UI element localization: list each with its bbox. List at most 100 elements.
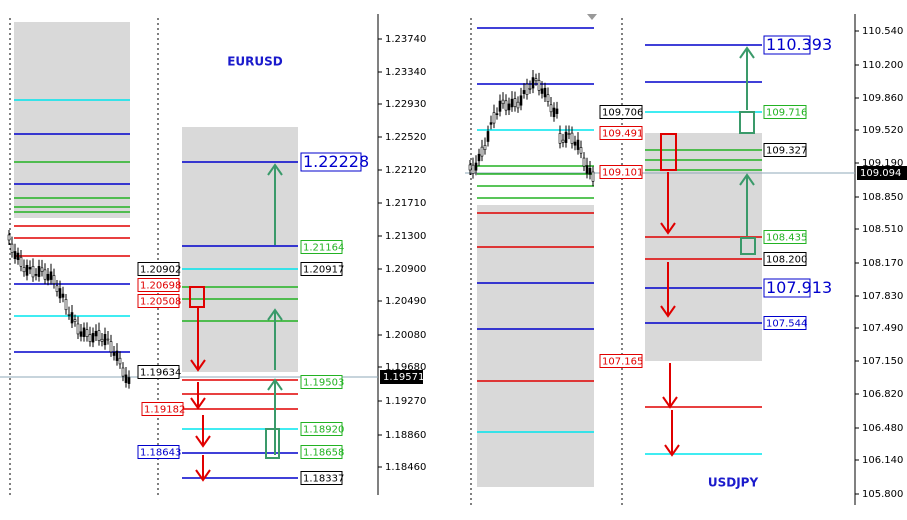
tick-label: 1.21710 bbox=[385, 198, 426, 209]
candle-body bbox=[540, 88, 544, 94]
tick-label: 106.480 bbox=[862, 423, 903, 434]
level-label: 1.19503 bbox=[303, 378, 344, 389]
separators bbox=[9, 18, 623, 505]
candle-body bbox=[94, 330, 98, 337]
candle-body bbox=[91, 333, 95, 343]
level-label-box bbox=[137, 278, 180, 292]
candle-body bbox=[64, 299, 68, 311]
candle-body bbox=[483, 145, 487, 150]
level-label: 110.393 bbox=[766, 35, 832, 54]
arrow bbox=[267, 163, 283, 245]
candle-body bbox=[501, 99, 505, 105]
level-label: 108.200 bbox=[766, 255, 807, 266]
level-label: 107.913 bbox=[766, 278, 832, 297]
level-label-box bbox=[763, 143, 807, 157]
candle-body bbox=[534, 78, 538, 82]
tick-label: 108.510 bbox=[862, 224, 903, 235]
level-label-box bbox=[137, 445, 180, 459]
arrow bbox=[664, 410, 680, 457]
candle-body bbox=[67, 314, 71, 316]
candle-body bbox=[100, 338, 104, 342]
tick-label: 109.190 bbox=[862, 158, 903, 169]
candle-body bbox=[88, 334, 92, 342]
tick-label: 1.22930 bbox=[385, 99, 426, 110]
tick-label: 1.23740 bbox=[385, 34, 426, 45]
candle-body bbox=[40, 267, 44, 272]
tick-label: 109.520 bbox=[862, 125, 903, 136]
entry-box bbox=[740, 237, 756, 255]
level-label: 107.165 bbox=[602, 357, 643, 368]
arrow bbox=[660, 262, 676, 318]
candle-body bbox=[58, 288, 62, 299]
candle-body bbox=[16, 252, 20, 261]
candle-body bbox=[495, 113, 499, 115]
arrow bbox=[739, 173, 755, 236]
tick-label: 110.200 bbox=[862, 60, 903, 71]
tick-label: 107.830 bbox=[862, 291, 903, 302]
level-label-box bbox=[763, 278, 811, 298]
level-label: 1.19182 bbox=[144, 405, 185, 416]
level-label-box bbox=[599, 354, 643, 368]
candle-body bbox=[112, 352, 116, 356]
candle-body bbox=[25, 264, 29, 276]
candle-body bbox=[519, 95, 523, 106]
candle-body bbox=[46, 273, 50, 281]
candle-body bbox=[510, 98, 514, 108]
symbol: EURUSD bbox=[227, 55, 283, 69]
level-label-box bbox=[300, 262, 343, 276]
level-label-box bbox=[763, 35, 811, 55]
level-label: 1.18337 bbox=[303, 474, 344, 485]
entry-box bbox=[660, 133, 677, 171]
level-label-box bbox=[137, 365, 180, 379]
candle-body bbox=[558, 133, 562, 144]
candle-body bbox=[103, 334, 107, 346]
candle-body bbox=[127, 377, 131, 384]
tick-label: 1.23340 bbox=[385, 67, 426, 78]
candle-body bbox=[585, 165, 589, 174]
candle-body bbox=[561, 139, 565, 143]
candle-body bbox=[579, 147, 583, 154]
candle-body bbox=[121, 367, 125, 377]
level-label: 1.20917 bbox=[303, 265, 344, 276]
candle-body bbox=[115, 350, 119, 361]
candle-body bbox=[37, 266, 41, 277]
candle-body bbox=[10, 243, 14, 253]
entry-box bbox=[739, 111, 755, 134]
level-label: 109.491 bbox=[602, 129, 643, 140]
candle-body bbox=[7, 234, 11, 241]
tick-label: 107.150 bbox=[862, 356, 903, 367]
candles bbox=[7, 70, 595, 389]
level-label: 109.716 bbox=[766, 108, 807, 119]
zone bbox=[645, 133, 762, 361]
candle-body bbox=[73, 319, 77, 323]
candle-body bbox=[546, 94, 550, 102]
arrow bbox=[267, 378, 283, 455]
candle-body bbox=[522, 90, 526, 94]
arrow bbox=[267, 308, 283, 370]
candle-body bbox=[564, 131, 568, 143]
tick-label: 110.540 bbox=[862, 26, 903, 37]
tick-label: 1.19680 bbox=[385, 362, 426, 373]
candle-body bbox=[13, 251, 17, 259]
tick-label: 1.20490 bbox=[385, 296, 426, 307]
tick-label: 1.19270 bbox=[385, 396, 426, 407]
tick-label: 1.20900 bbox=[385, 264, 426, 275]
level-label-box bbox=[763, 316, 807, 330]
tick-label: 108.850 bbox=[862, 192, 903, 203]
candle-body bbox=[489, 122, 493, 125]
candle-body bbox=[528, 87, 532, 90]
level-label: 1.19634 bbox=[140, 368, 181, 379]
level-label-box bbox=[599, 105, 643, 119]
candle-body bbox=[516, 101, 520, 109]
candle-body bbox=[567, 133, 571, 135]
candle-body bbox=[573, 141, 577, 146]
candle-body bbox=[61, 293, 65, 298]
tick-label: 106.140 bbox=[862, 455, 903, 466]
candle-body bbox=[477, 153, 481, 162]
level-label: 1.18643 bbox=[140, 448, 181, 459]
candle-body bbox=[492, 112, 496, 124]
arrow bbox=[190, 307, 206, 372]
level-label-box bbox=[137, 262, 180, 276]
level-label: 1.20508 bbox=[140, 297, 181, 308]
candle-body bbox=[124, 374, 128, 383]
